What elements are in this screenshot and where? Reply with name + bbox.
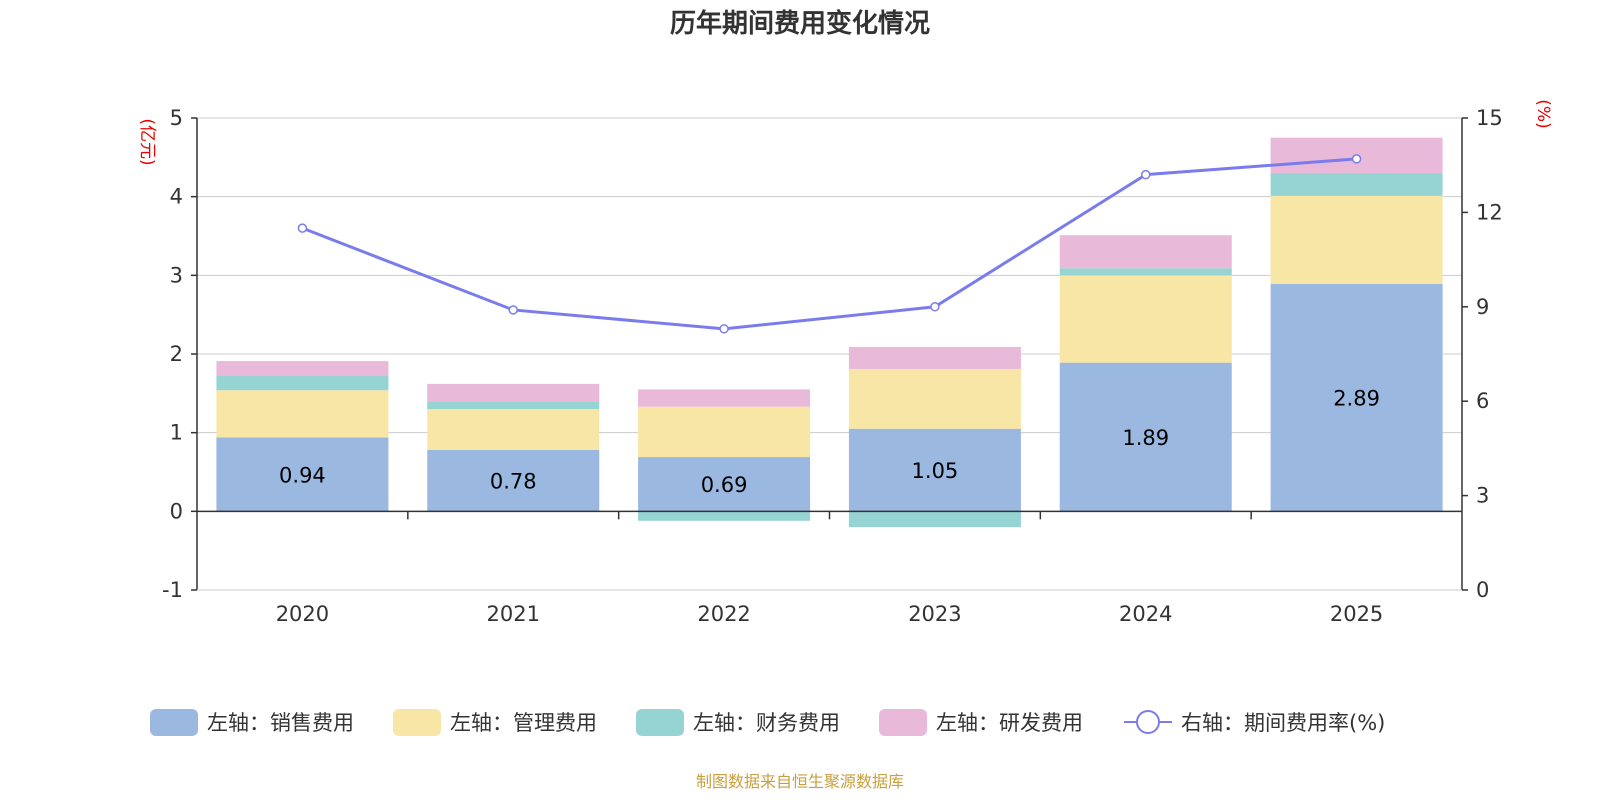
bar-左轴销售费用-2025 (1270, 283, 1443, 512)
left-axis-tick-label: 4 (170, 185, 183, 209)
bar-左轴财务费用-2021 (427, 401, 600, 410)
right-axis-tick-label: 3 (1476, 484, 1489, 508)
expense-rate-point-2023 (930, 302, 940, 312)
left-axis-tick-label: 1 (170, 421, 183, 445)
source-note: 制图数据来自恒生聚源数据库 (696, 772, 904, 791)
legend-label: 左轴：财务费用 (693, 711, 840, 735)
category-label: 2020 (276, 602, 329, 626)
bar-左轴财务费用-2020 (216, 376, 389, 391)
left-axis-tick-label: 3 (170, 263, 183, 287)
data-label: 1.05 (912, 459, 959, 483)
expense-rate-point-2021 (508, 305, 518, 315)
left-axis-unit: (亿元) (137, 118, 157, 165)
data-label: 2.89 (1333, 387, 1380, 411)
bar-左轴管理费用-2020 (216, 390, 389, 438)
category-label: 2023 (908, 602, 961, 626)
bar-左轴研发费用-2024 (1059, 235, 1232, 269)
legend-swatch (150, 709, 198, 736)
data-label: 1.89 (1122, 426, 1169, 450)
category-label: 2021 (487, 602, 540, 626)
expense-rate-point-2020 (297, 223, 308, 233)
bar-左轴研发费用-2022 (638, 389, 811, 407)
legend-swatch (636, 709, 684, 736)
bar-左轴财务费用-2025 (1270, 173, 1443, 196)
bar-左轴销售费用-2023 (848, 428, 1021, 512)
bar-左轴管理费用-2022 (638, 406, 811, 458)
left-axis-tick-label: 2 (170, 342, 183, 366)
expense-rate-point-2025 (1351, 154, 1362, 164)
bar-左轴研发费用-2023 (848, 346, 1021, 369)
bar-左轴销售费用-2020 (216, 437, 389, 512)
bar-左轴销售费用-2021 (427, 449, 600, 512)
data-label: 0.69 (701, 473, 748, 497)
legend-swatch (393, 709, 441, 736)
bar-左轴管理费用-2023 (848, 368, 1021, 429)
category-label: 2024 (1119, 602, 1172, 626)
left-axis-tick-label: 5 (170, 106, 183, 130)
chart-title: 历年期间费用变化情况 (670, 8, 930, 39)
left-axis-tick-label: -1 (162, 578, 183, 602)
data-label: 0.94 (279, 463, 326, 487)
right-axis-tick-label: 12 (1476, 200, 1503, 224)
legend-circle-marker (1136, 710, 1160, 734)
bar-左轴管理费用-2025 (1270, 195, 1443, 284)
expense-rate-point-2022 (719, 324, 729, 334)
expense-rate-point-2024 (1141, 169, 1151, 180)
legend-label: 左轴：研发费用 (936, 711, 1083, 735)
right-axis-tick-label: 15 (1476, 106, 1503, 130)
right-axis-unit: (%) (1533, 99, 1553, 128)
category-label: 2022 (697, 602, 750, 626)
legend-swatch (879, 709, 927, 736)
bar-左轴管理费用-2021 (427, 409, 600, 450)
bar-左轴研发费用-2021 (427, 383, 600, 402)
data-label: 0.78 (490, 470, 537, 494)
legend-label: 左轴：销售费用 (207, 711, 354, 735)
right-axis-tick-label: 9 (1476, 295, 1489, 319)
left-axis-tick-label: 0 (170, 499, 183, 523)
right-axis-tick-label: 0 (1476, 578, 1489, 602)
legend-label: 右轴：期间费用率(%) (1181, 711, 1385, 735)
expense-rate-line (301, 157, 1357, 331)
bar-左轴财务费用-2023 (848, 511, 1021, 528)
bar-左轴管理费用-2024 (1059, 275, 1232, 363)
bar-左轴财务费用-2022 (638, 511, 811, 521)
right-axis-tick-label: 6 (1476, 389, 1489, 413)
category-label: 2025 (1330, 602, 1383, 626)
bar-左轴销售费用-2024 (1059, 362, 1232, 512)
bar-左轴销售费用-2022 (638, 457, 811, 512)
bar-左轴财务费用-2024 (1059, 268, 1232, 276)
bar-左轴研发费用-2020 (216, 361, 389, 377)
legend-label: 左轴：管理费用 (450, 711, 597, 735)
